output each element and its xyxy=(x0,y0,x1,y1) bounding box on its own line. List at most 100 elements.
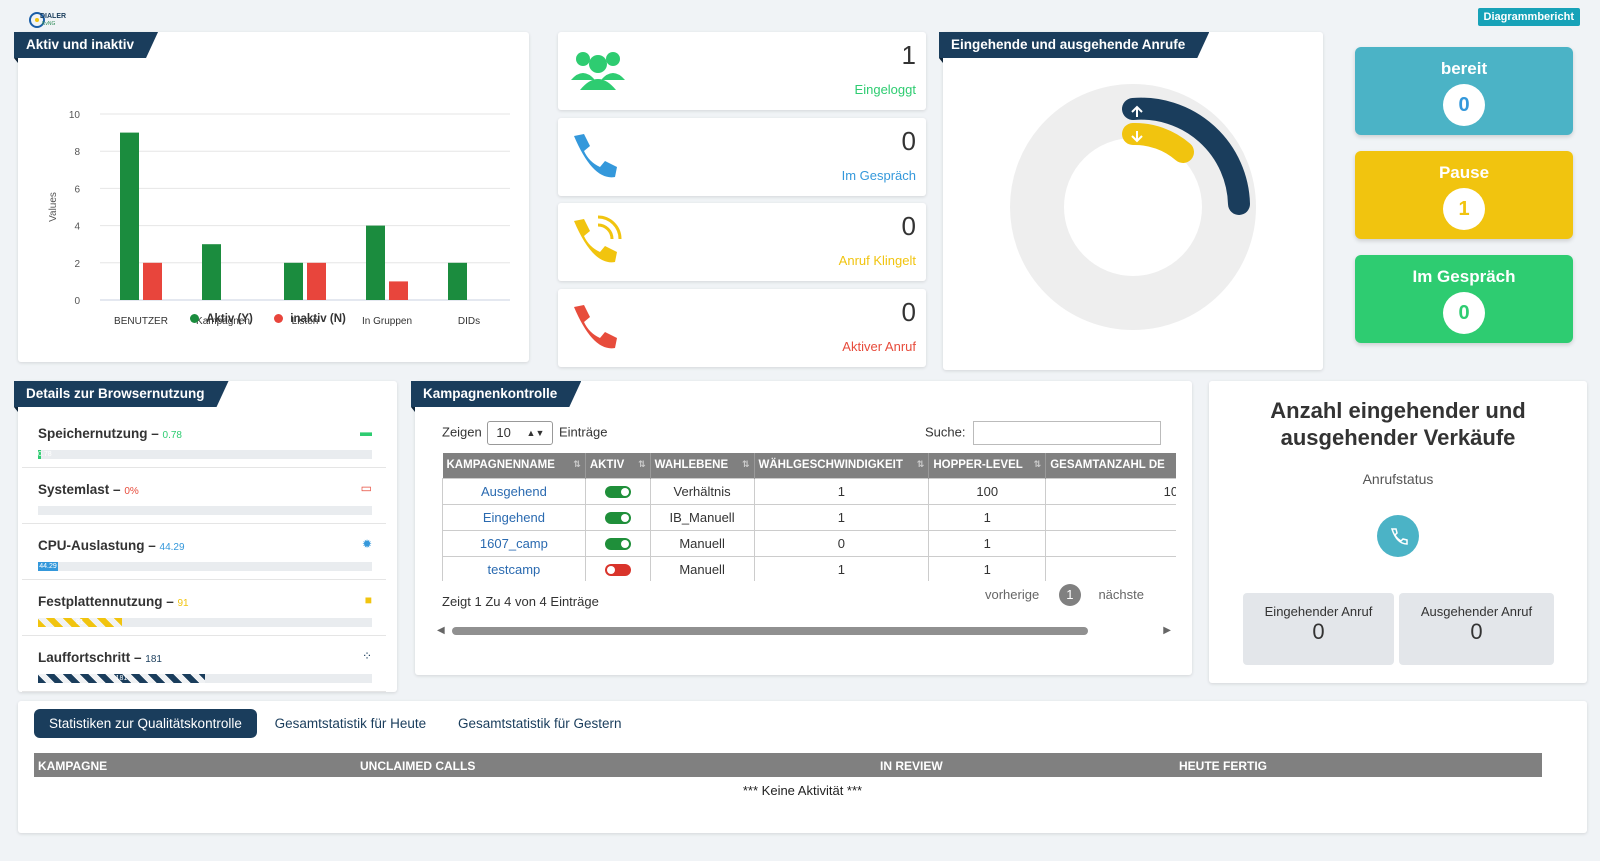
usage-value: 91 xyxy=(177,598,189,609)
phone-ringing-icon xyxy=(568,215,628,269)
col-kampagne[interactable]: KAMPAGNE xyxy=(38,759,108,773)
phone-icon xyxy=(568,301,628,355)
ribbon-fold xyxy=(14,407,18,412)
quality-tabs: Statistiken zur Qualitätskontrolle Gesam… xyxy=(34,709,636,738)
col-heute-fertig[interactable]: HEUTE FERTIG xyxy=(1179,759,1268,773)
table-info: Zeigt 1 Zu 4 von 4 Einträge xyxy=(442,594,599,609)
sort-icon[interactable]: ⇅ xyxy=(638,459,646,470)
campaign-col-header[interactable]: KAMPAGNENNAME ⇅ xyxy=(442,453,586,478)
campaign-name-link[interactable]: Eingehend xyxy=(482,509,545,525)
bar-active xyxy=(448,262,467,300)
campaign-control-card: Kampagnenkontrolle Zeigen 10 ▲▼ Einträge… xyxy=(411,381,1192,675)
campaign-col-header[interactable]: AKTIV ⇅ xyxy=(585,453,651,478)
total-count-cell: 0 xyxy=(1045,529,1176,557)
bar-inactive xyxy=(389,281,408,300)
quality-empty-message: *** Keine Aktivität *** xyxy=(742,783,863,798)
campaign-col-header[interactable]: WÄHLGESCHWINDIGKEIT ⇅ xyxy=(754,453,930,478)
stat-label: Aktiver Anruf xyxy=(842,339,916,354)
campaign-col-header[interactable]: WAHLEBENE ⇅ xyxy=(650,453,755,478)
phone-icon xyxy=(1390,528,1408,545)
x-tick-label: In Gruppen xyxy=(362,316,412,327)
active-inactive-card: Aktiv und inaktiv 0 2 4 6 8 10 Values BENUTZER K… xyxy=(14,32,529,362)
tab-yesterday-stats[interactable]: Gesamtstatistik für Gestern xyxy=(457,716,622,731)
status-box-title: Pause xyxy=(1438,163,1490,182)
y-tick-label: 8 xyxy=(74,147,80,158)
call-status-button[interactable] xyxy=(1377,515,1419,557)
active-toggle[interactable] xyxy=(604,512,631,525)
down-arrow-icon xyxy=(1131,131,1143,143)
sort-icon[interactable]: ⇅ xyxy=(741,459,750,470)
hopper-level-cell: 1 xyxy=(928,555,1047,581)
bar-active xyxy=(284,262,303,300)
campaign-table-wrap: KAMPAGNENNAME ⇅ AKTIV ⇅ WAHLEBENE ⇅ WÄHLGESCHW… xyxy=(442,453,1176,581)
page-1-button[interactable]: 1 xyxy=(1058,584,1081,606)
sales-subtitle: Anrufstatus xyxy=(1362,471,1434,487)
x-tick-label: BENUTZER xyxy=(114,316,168,327)
scroll-left-icon[interactable]: ◀ xyxy=(437,625,445,636)
cpu-icon: ✹ xyxy=(361,537,372,551)
campaign-col-header[interactable]: GESAMTANZAHL DE xyxy=(1045,453,1176,478)
browser-usage-row: Lauffortschritt – 181 ⁘ 181 xyxy=(22,637,386,692)
hopper-level-cell: 1 xyxy=(928,503,1047,531)
memory-icon: ▬ xyxy=(360,425,372,439)
sort-icon[interactable]: ⇅ xyxy=(1033,459,1042,470)
campaign-name-link[interactable]: testcamp xyxy=(487,561,541,577)
table-row: testcampManuell1147 xyxy=(442,555,1176,581)
page-size-select[interactable]: 10 ▲▼ xyxy=(487,421,554,445)
campaign-name-link[interactable]: 1607_camp xyxy=(479,535,548,551)
total-count-cell: 0 xyxy=(1045,503,1176,531)
status-box[interactable]: Pause 1 xyxy=(1355,151,1573,239)
sales-title: Anzahl eingehender und ausgehender Verkä… xyxy=(1270,398,1526,450)
dial-level-cell: Manuell xyxy=(649,529,755,557)
search-label: Suche: xyxy=(925,424,966,440)
quality-table-header: KAMPAGNE UNCLAIMED CALLS IN REVIEW HEUTE… xyxy=(34,753,1542,777)
usage-progress-fill: 91 xyxy=(38,618,122,627)
y-axis-label: Values xyxy=(48,192,59,222)
tab-quality-stats[interactable]: Statistiken zur Qualitätskontrolle xyxy=(34,709,257,738)
ribbon-fold xyxy=(411,407,415,412)
entries-label: Einträge xyxy=(559,424,608,440)
scroll-right-icon[interactable]: ▶ xyxy=(1163,625,1171,636)
updown-icon: ▲▼ xyxy=(526,428,545,438)
stat-card: 0 Im Gespräch xyxy=(558,118,926,196)
y-tick-label: 4 xyxy=(74,222,80,233)
incoming-call-box: Eingehender Anruf 0 xyxy=(1243,593,1394,665)
campaign-col-header[interactable]: HOPPER-LEVEL ⇅ xyxy=(928,453,1047,478)
diagram-report-button[interactable]: Diagrammbericht xyxy=(1477,8,1580,26)
usage-progress-fill: 181 xyxy=(38,674,205,683)
page-size-value: 10 xyxy=(496,425,511,440)
browser-usage-row: Systemlast – 0% ▭ xyxy=(22,469,386,524)
active-toggle[interactable] xyxy=(604,486,631,499)
outgoing-call-value: 0 xyxy=(1470,619,1483,644)
show-entries: Zeigen 10 ▲▼ Einträge xyxy=(442,421,607,445)
col-in-review[interactable]: IN REVIEW xyxy=(880,759,943,773)
horizontal-scrollbar[interactable]: ◀ ▶ xyxy=(437,625,1171,637)
stat-value: 0 xyxy=(901,297,916,327)
legend-inactive-label[interactable]: inaktiv (N) xyxy=(290,313,346,325)
status-box-title: Im Gespräch xyxy=(1412,267,1516,286)
prev-page-link[interactable]: vorherige xyxy=(985,587,1040,602)
dial-speed-cell: 1 xyxy=(753,555,930,581)
search-input[interactable] xyxy=(973,421,1162,445)
scrollbar-thumb[interactable] xyxy=(452,627,1088,635)
browser-usage-title: Details zur Browsernutzung xyxy=(14,381,229,407)
chart-legend: Aktiv (Y) inaktiv (N) xyxy=(190,313,346,325)
sort-icon[interactable]: ⇅ xyxy=(916,459,925,470)
active-toggle[interactable] xyxy=(604,564,631,577)
sort-icon[interactable]: ⇅ xyxy=(573,459,581,470)
next-page-link[interactable]: nächste xyxy=(1098,587,1144,602)
status-box[interactable]: bereit 0 xyxy=(1355,47,1573,135)
tab-today-stats[interactable]: Gesamtstatistik für Heute xyxy=(274,716,427,731)
legend-inactive-dot xyxy=(274,314,284,323)
campaign-name-link[interactable]: Ausgehend xyxy=(481,483,547,499)
col-unclaimed-calls[interactable]: UNCLAIMED CALLS xyxy=(360,759,476,773)
dial-speed-cell: 1 xyxy=(753,503,930,531)
sales-card: Anzahl eingehender und ausgehender Verkä… xyxy=(1209,381,1587,683)
legend-active-label[interactable]: Aktiv (Y) xyxy=(206,313,253,325)
active-toggle[interactable] xyxy=(604,538,631,551)
dial-level-cell: Verhältnis xyxy=(649,477,755,505)
status-box[interactable]: Im Gespräch 0 xyxy=(1355,255,1573,343)
x-tick-label: Kampagnen xyxy=(196,316,250,327)
usage-value: 0.78 xyxy=(162,430,182,441)
